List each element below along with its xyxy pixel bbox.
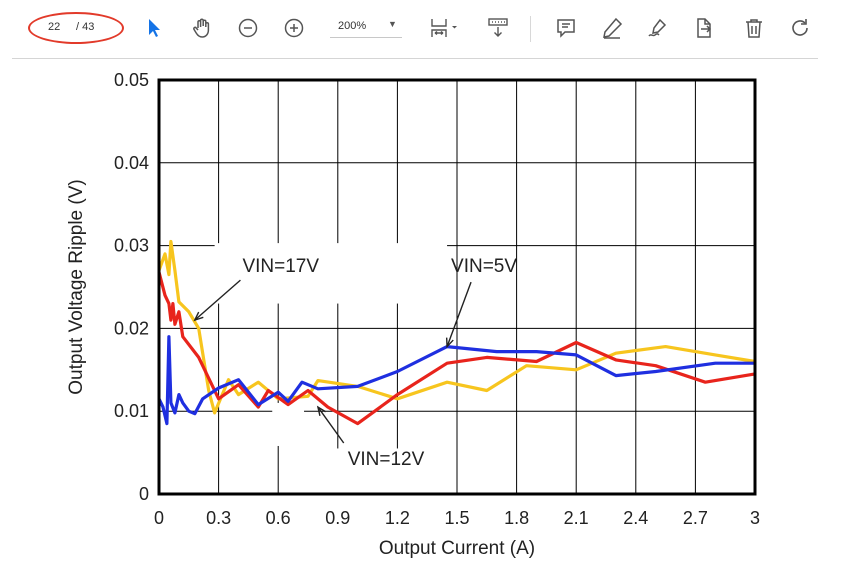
y-tick-label: 0.02 [114, 318, 149, 338]
x-tick-label: 1.5 [444, 508, 469, 528]
fit-page-icon [431, 19, 457, 37]
highlight-pen-icon [603, 17, 623, 39]
axis-ticks: 0 0.3 0.6 0.9 1.2 1.5 1.8 2.1 2.4 2.7 3 0 0.01 0.02 0.… [114, 70, 760, 528]
comment-button[interactable] [552, 14, 580, 42]
select-tool-button[interactable] [140, 14, 168, 42]
y-tick-label: 0.05 [114, 70, 149, 90]
label-backdrop [272, 402, 305, 446]
plot-frame [157, 78, 757, 496]
rotate-icon [792, 19, 808, 36]
x-tick-label: 0.6 [266, 508, 291, 528]
arrowhead [445, 337, 454, 349]
ripple-chart: 0 0.3 0.6 0.9 1.2 1.5 1.8 2.1 2.4 2.7 3 0 0.01 0.02 0.… [66, 70, 760, 559]
x-tick-label: 2.1 [564, 508, 589, 528]
x-tick-label: 2.4 [623, 508, 648, 528]
x-tick-label: 0.9 [325, 508, 350, 528]
chart-series [157, 239, 756, 426]
annotation-arrow [194, 279, 241, 321]
zoom-in-icon [284, 18, 304, 38]
y-tick-label: 0.03 [114, 236, 149, 256]
y-tick-label: 0 [139, 484, 149, 504]
annotation-label: VIN=5V [451, 256, 517, 277]
annotation-oval [28, 12, 124, 44]
comment-icon [557, 19, 575, 38]
delete-button[interactable] [740, 14, 768, 42]
arrowhead [193, 311, 204, 322]
pdf-toolbar: 22 / 43 200% ▼ [0, 0, 846, 56]
page-number-input[interactable]: 22 [48, 21, 61, 33]
y-tick-label: 0.04 [114, 153, 149, 173]
x-axis-label: Output Current (A) [379, 538, 535, 559]
page-indicator[interactable]: 22 / 43 [28, 12, 126, 46]
zoom-in-button[interactable] [280, 14, 308, 42]
sign-icon [648, 18, 667, 37]
x-tick-label: 0 [154, 508, 164, 528]
annotation-arrow [317, 406, 345, 444]
x-tick-label: 1.2 [385, 508, 410, 528]
x-tick-label: 2.7 [683, 508, 708, 528]
zoom-out-button[interactable] [234, 14, 262, 42]
toolbar-separator [530, 16, 531, 42]
x-tick-label: 3 [750, 508, 760, 528]
scroll-mode-button[interactable] [484, 14, 512, 42]
annotation-arrow [446, 281, 472, 347]
arrowhead [316, 405, 326, 416]
fit-page-button[interactable] [424, 14, 464, 42]
annotation-label: VIN=12V [348, 449, 425, 470]
chart-annotations: VIN=17V VIN=5V VIN=12V [193, 256, 517, 470]
select-arrow-icon [149, 19, 160, 37]
x-tick-label: 1.8 [504, 508, 529, 528]
y-axis-label: Output Voltage Ripple (V) [66, 179, 87, 394]
label-backdrop [298, 448, 454, 494]
series-line [157, 271, 756, 426]
page-total-label: / 43 [76, 21, 95, 33]
zoom-dropdown[interactable]: 200% ▼ [330, 17, 402, 38]
export-button[interactable] [690, 14, 718, 42]
x-tick-label: 0.3 [206, 508, 231, 528]
rotate-button[interactable] [786, 14, 814, 42]
highlight-button[interactable] [598, 14, 626, 42]
hand-tool-icon [193, 18, 210, 38]
toolbar-divider [12, 58, 818, 59]
chevron-down-icon: ▼ [388, 19, 397, 29]
zoom-out-icon [238, 18, 258, 38]
sign-button[interactable] [644, 14, 672, 42]
trash-icon [746, 19, 762, 38]
zoom-value: 200% [338, 20, 367, 32]
scroll-mode-icon [488, 18, 508, 37]
y-tick-label: 0.01 [114, 401, 149, 421]
grid-gaps [214, 243, 454, 494]
hand-tool-button[interactable] [188, 14, 216, 42]
label-backdrop [214, 243, 448, 304]
series-line [157, 335, 755, 426]
annotation-label: VIN=17V [242, 256, 319, 277]
export-icon [697, 18, 712, 38]
